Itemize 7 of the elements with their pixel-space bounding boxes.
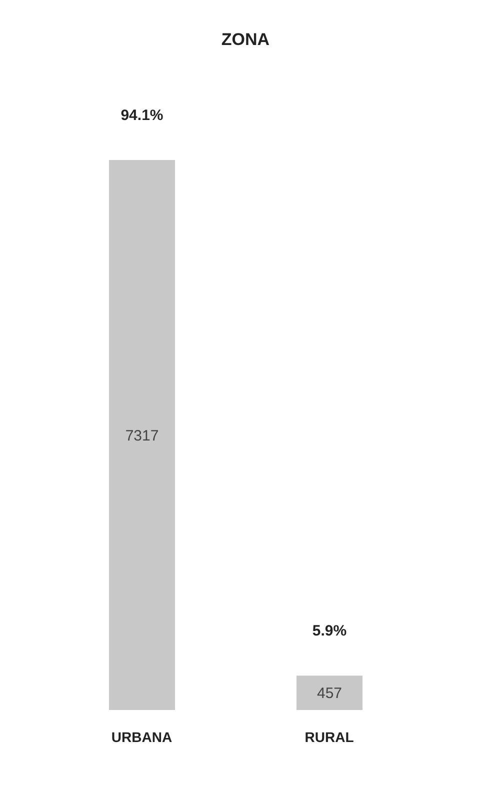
x-tick-label: URBANA [111, 728, 172, 745]
annotation: 5.9% [312, 622, 347, 640]
data-label: 7317 [125, 427, 159, 444]
data-label: 457 [316, 685, 342, 702]
text: 94.1% [120, 107, 164, 124]
chart-title: ZONA [220, 30, 271, 50]
x-tick-label: RURAL [304, 728, 354, 745]
